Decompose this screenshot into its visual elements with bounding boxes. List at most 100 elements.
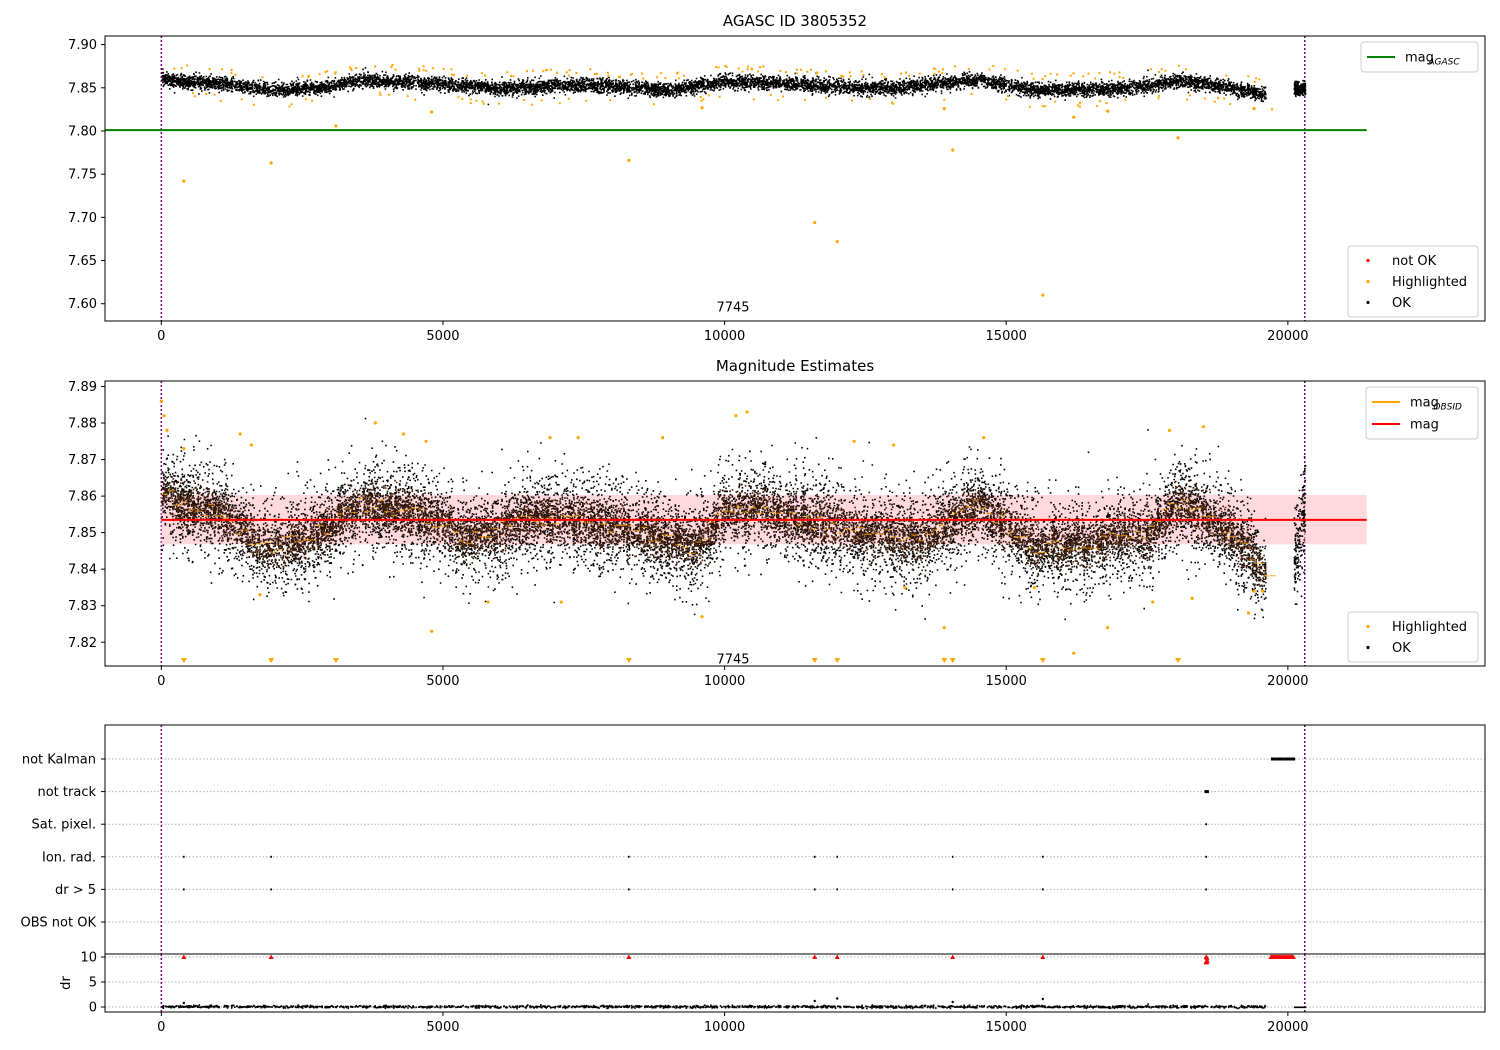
clipped-marker — [268, 954, 274, 959]
flag-point — [1283, 757, 1286, 761]
dr-point — [813, 999, 816, 1003]
flag-point — [1282, 757, 1284, 761]
highlighted-point — [942, 626, 946, 630]
flag-point — [951, 888, 954, 891]
offscale-marker — [941, 658, 948, 664]
flag-point — [628, 855, 630, 858]
clipped-marker — [950, 954, 956, 959]
legend-bottom-swatch-2 — [1366, 300, 1370, 305]
legend-frame — [1347, 611, 1479, 663]
highlighted-point — [424, 439, 428, 443]
flag-point — [1205, 823, 1207, 826]
highlighted-point — [1252, 589, 1256, 593]
flag-point — [1205, 888, 1207, 891]
highlighted-point — [162, 414, 166, 418]
category-label: dr > 5 — [55, 883, 96, 898]
flag-point — [1042, 888, 1044, 891]
panel1-data — [105, 36, 1367, 321]
flag-point — [1205, 855, 1207, 858]
category-label: not Kalman — [22, 753, 96, 768]
highlighted-point — [942, 106, 946, 111]
clipped-marker — [812, 954, 818, 959]
offscale-marker — [1039, 658, 1046, 664]
x-tick-label: 5000 — [426, 674, 459, 689]
panel3-data — [105, 725, 1485, 954]
flag-point — [836, 888, 839, 891]
flag-point — [183, 855, 185, 858]
flag-point — [951, 855, 954, 858]
flag-point — [1270, 757, 1273, 761]
y-tick-label: 7.60 — [68, 297, 97, 312]
legend-top-sublabel-0: AGASC — [1427, 58, 1460, 68]
highlighted-point — [891, 443, 896, 447]
highlighted-point — [835, 239, 839, 244]
flag-point — [1292, 757, 1294, 761]
highlighted-point — [238, 432, 242, 436]
y-tick-label: 7.83 — [68, 599, 97, 614]
highlighted-point — [1151, 600, 1155, 604]
highlighted-point — [1106, 109, 1110, 113]
panel1-annotation: 7745 — [716, 300, 749, 315]
panel2-title: Magnitude Estimates — [716, 357, 874, 375]
highlighted-point — [1260, 589, 1265, 593]
flag-point — [1207, 790, 1209, 794]
highlighted-point — [1072, 115, 1076, 119]
highlighted-point — [334, 124, 338, 128]
axes-frame — [104, 380, 1486, 667]
ok-points — [161, 67, 1307, 106]
category-label: not track — [37, 785, 96, 800]
legend-bottom-swatch-1 — [1366, 645, 1370, 650]
offscale-marker — [834, 658, 841, 664]
flag-point — [1287, 757, 1290, 761]
clipped-marker — [181, 954, 187, 959]
flag-point — [1205, 790, 1208, 794]
offscale-marker — [949, 658, 956, 664]
highlighted-point — [401, 432, 406, 436]
flag-point — [1286, 757, 1289, 761]
y-tick-label: 7.85 — [68, 526, 97, 541]
flag-point — [1204, 790, 1207, 794]
highlighted-point — [1167, 428, 1172, 432]
highlighted-point — [700, 106, 704, 110]
y-tick-label: 7.80 — [68, 125, 97, 140]
highlighted-point — [661, 436, 665, 440]
clipped-marker — [834, 954, 840, 959]
clipped-marker — [1040, 954, 1046, 959]
flag-point — [270, 855, 272, 858]
highlighted-point — [951, 148, 955, 152]
highlighted-point — [903, 585, 907, 590]
highlighted-point — [852, 439, 856, 443]
highlighted-point — [430, 629, 434, 633]
highlighted-point — [559, 600, 563, 604]
offscale-marker — [180, 658, 187, 664]
panel1-legend-bottom: not OK Highlighted OK — [1347, 245, 1479, 318]
dr-points — [161, 1003, 1307, 1010]
clipped-marker — [1290, 954, 1296, 959]
legend-bottom-label-1: Highlighted — [1392, 275, 1467, 290]
offscale-marker — [1175, 658, 1182, 664]
highlighted-point — [1201, 425, 1205, 429]
y-tick-label: 7.70 — [68, 211, 97, 226]
highlighted-point — [813, 220, 817, 225]
highlighted-point — [165, 428, 169, 432]
legend-top-label-1: mag — [1410, 418, 1439, 433]
highlighted-point — [982, 436, 986, 440]
highlighted-point — [1032, 585, 1036, 590]
flag-point — [183, 888, 185, 891]
category-label: OBS not OK — [21, 916, 97, 931]
panel4-ylabel: dr — [59, 976, 74, 990]
highlighted-point — [1246, 611, 1251, 615]
offscale-marker — [332, 658, 339, 664]
dr-point — [836, 997, 839, 1000]
x-tick-label: 15000 — [986, 674, 1027, 689]
highlighted-point — [1106, 626, 1110, 630]
highlighted-point — [269, 161, 273, 165]
panel1-title: AGASC ID 3805352 — [723, 12, 867, 30]
legend-bottom-label-0: Highlighted — [1392, 620, 1467, 635]
offscale-marker — [625, 658, 632, 664]
highlighted-point — [576, 436, 580, 440]
x-tick-label: 15000 — [986, 329, 1027, 344]
